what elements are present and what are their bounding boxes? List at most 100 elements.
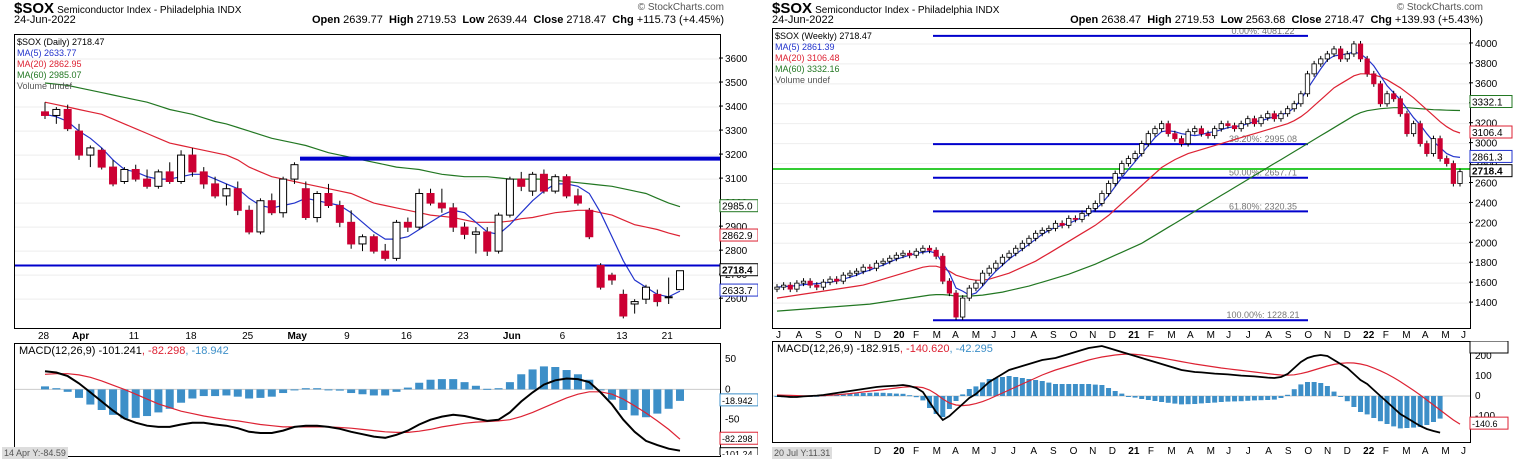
candle bbox=[471, 231, 480, 235]
macd-histogram-bar bbox=[177, 389, 186, 403]
macd-histogram-bar bbox=[1086, 384, 1092, 396]
x-tick-label: A bbox=[796, 330, 803, 341]
daily-x-axis: 28 Apr 11 18 25 May 9 16 23 Jun 6 13 21 bbox=[38, 331, 674, 342]
macd-histogram-bar bbox=[403, 387, 412, 390]
x-tick-label: N bbox=[1324, 330, 1331, 341]
macd-histogram-bar bbox=[1026, 379, 1032, 396]
macd-histogram-bar bbox=[867, 392, 873, 396]
weekly-macd-x-axis: D 20 F M A M J J A S O N D 21 F M A M J J A S O N D 22 F M A M J bbox=[874, 446, 1466, 457]
price-tick-label: 2000 bbox=[1475, 238, 1498, 249]
x-tick-label: M bbox=[1207, 330, 1215, 341]
macd-tick-label: 100 bbox=[1475, 371, 1492, 382]
macd-histogram-bar bbox=[1304, 382, 1310, 396]
candle bbox=[109, 166, 118, 185]
candle bbox=[97, 149, 106, 168]
x-tick-label: A bbox=[1265, 330, 1272, 341]
x-tick-label: A bbox=[1187, 330, 1194, 341]
weekly-price-axis: 4000380036003400320030002800260024002200… bbox=[1469, 39, 1513, 309]
candle bbox=[596, 265, 605, 288]
macd-histogram-bar bbox=[1384, 396, 1390, 424]
candle bbox=[369, 236, 378, 252]
candle bbox=[483, 231, 492, 252]
candle bbox=[426, 193, 435, 204]
macd-histogram-bar bbox=[1198, 396, 1204, 404]
price-panel[interactable]: $SOX (Daily) 2718.47 MA(5) 2633.77 MA(20… bbox=[14, 34, 721, 329]
chart-date: 24-Jun-2022 bbox=[772, 14, 834, 26]
x-tick-label: 25 bbox=[242, 331, 254, 342]
macd-histogram-bar bbox=[211, 389, 220, 397]
candle bbox=[1397, 98, 1403, 115]
macd-histogram-bar bbox=[1285, 394, 1291, 396]
candle bbox=[551, 176, 560, 192]
price-tag: 2633.7 bbox=[722, 286, 753, 297]
candle bbox=[630, 301, 639, 305]
candle bbox=[1384, 93, 1390, 105]
macd-histogram-bar bbox=[471, 385, 480, 390]
weekly-price-svg: 0.00%: 4081.22 38.20%: 2995.08 50.00%: 265… bbox=[773, 29, 1470, 322]
candle bbox=[1338, 48, 1344, 60]
macd-histogram-bar bbox=[1417, 396, 1423, 427]
candle bbox=[199, 171, 208, 185]
candle bbox=[953, 292, 959, 318]
candle bbox=[245, 209, 254, 233]
macd-histogram-bar bbox=[290, 389, 299, 391]
candle bbox=[573, 195, 582, 204]
daily-macd-axis: 50 0 -50 -18.942 -82.298 -101.24 bbox=[719, 354, 758, 455]
candle bbox=[794, 282, 800, 290]
macd-histogram-bar bbox=[676, 389, 684, 401]
x-tick-label: 11 bbox=[129, 331, 140, 342]
candle bbox=[900, 252, 906, 256]
ohlc-readout: Open 2639.77 High 2719.53 Low 2639.44 Cl… bbox=[311, 14, 724, 26]
legend-ma20: MA(20) 3106.48 bbox=[775, 53, 840, 63]
x-tick-label: 20 bbox=[893, 330, 905, 341]
macd-histogram-bar bbox=[1159, 396, 1165, 402]
macd-histogram-bar bbox=[986, 379, 992, 396]
macd-histogram-bar bbox=[1106, 388, 1112, 396]
price-tick-label: 1800 bbox=[1475, 258, 1498, 269]
candle bbox=[1205, 133, 1211, 137]
macd-histogram-bar bbox=[313, 388, 322, 390]
macd-histogram-bar bbox=[279, 389, 288, 394]
x-tick-label: 9 bbox=[344, 331, 350, 342]
macd-x-tick-label: 22 bbox=[1363, 446, 1375, 457]
macd-x-tick-label: S bbox=[1050, 446, 1057, 457]
candle bbox=[1039, 229, 1045, 234]
macd-histogram-bar bbox=[301, 388, 310, 390]
candle bbox=[279, 178, 288, 214]
price-panel[interactable]: $SOX (Weekly) 2718.47 MA(5) 2861.39 MA(2… bbox=[772, 28, 1471, 329]
macd-histogram-bar bbox=[1311, 382, 1317, 396]
candle bbox=[256, 200, 265, 233]
candle bbox=[222, 188, 231, 197]
macd-panel[interactable]: MACD(12,26,9) -101.241, -82.298, -18.942 bbox=[14, 343, 721, 457]
macd-x-tick-label: A bbox=[1030, 446, 1037, 457]
price-tick-label: 2600 bbox=[725, 294, 748, 305]
macd-histogram-bar bbox=[585, 379, 594, 390]
candle bbox=[290, 164, 299, 180]
macd-histogram-bar bbox=[358, 389, 367, 395]
macd-histogram-bar bbox=[1053, 384, 1059, 396]
macd-x-tick-label: D bbox=[1109, 446, 1116, 457]
candle bbox=[840, 274, 846, 282]
x-tick-label: 21 bbox=[662, 331, 674, 342]
candle bbox=[301, 188, 310, 219]
price-tag-box bbox=[1469, 149, 1513, 163]
cursor-readout: 20 Jul Y:11.31 bbox=[772, 447, 833, 459]
price-tag: 3332.1 bbox=[1472, 98, 1503, 109]
macd-histogram-bar bbox=[562, 370, 571, 390]
weekly-chart: $SOX Semiconductor Index - Philadelphia … bbox=[770, 0, 1517, 459]
macd-panel[interactable]: MACD(12,26,9) -182.915, -140.620, -42.29… bbox=[772, 341, 1471, 443]
macd-label: MACD(12,26,9) bbox=[777, 343, 854, 355]
macd-histogram-bar bbox=[222, 389, 231, 396]
candle bbox=[211, 183, 220, 197]
price-tick-label: 2600 bbox=[1475, 178, 1498, 189]
macd-histogram-bar bbox=[641, 389, 650, 418]
fib-label: 0.00%: 4081.22 bbox=[1231, 29, 1294, 36]
price-tick-label: 1400 bbox=[1475, 298, 1498, 309]
macd-histogram-bar bbox=[494, 388, 503, 390]
candle bbox=[933, 249, 939, 257]
chart-header: $SOX Semiconductor Index - Philadelphia … bbox=[772, 0, 1513, 34]
candle bbox=[437, 202, 446, 209]
chart-symbol: $SOX bbox=[772, 0, 813, 17]
macd-histogram-bar bbox=[1185, 396, 1191, 405]
macd-histogram-bar bbox=[392, 389, 401, 392]
